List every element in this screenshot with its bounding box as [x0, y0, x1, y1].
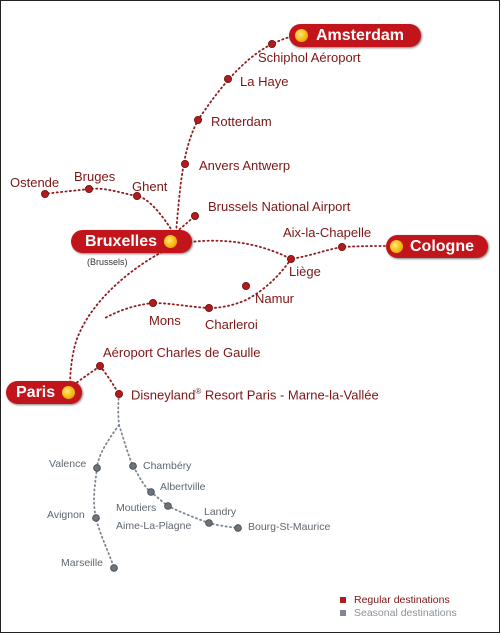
station-dot-aix[interactable] [337, 242, 346, 251]
station-dot-ghent[interactable] [132, 191, 141, 200]
hub-cologne[interactable]: Cologne [386, 235, 488, 258]
station-dot-cdg[interactable] [96, 361, 105, 370]
hub-paris-label: Paris [16, 383, 56, 401]
label-aime: Aime-La-Plagne [116, 520, 192, 532]
sun-icon [164, 235, 178, 248]
station-dot-chambery[interactable] [129, 462, 137, 470]
route-south-valence-marseille [93, 424, 120, 569]
legend-regular: Regular destinations [340, 594, 450, 606]
route-mons-branch [104, 302, 154, 319]
label-anvers: Anvers Antwerp [199, 158, 291, 173]
hub-paris[interactable]: Paris [6, 381, 82, 404]
station-dot-avignon[interactable] [92, 514, 100, 522]
legend-seasonal-label: Seasonal destinations [354, 607, 457, 619]
station-dot-valence[interactable] [93, 464, 101, 472]
square-icon [340, 610, 346, 616]
label-ghent: Ghent [132, 179, 168, 194]
label-aix: Aix-la-Chapelle [283, 225, 372, 240]
station-dot-ostende[interactable] [41, 189, 50, 198]
square-icon [340, 597, 346, 603]
label-disney-rest: Resort Paris - Marne-la-Vallée [201, 387, 379, 403]
legend-regular-label: Regular destinations [354, 594, 450, 606]
label-valence: Valence [49, 458, 87, 470]
station-dot-moutiers[interactable] [164, 502, 172, 510]
route-brussels-amsterdam [175, 34, 299, 233]
label-bruges: Bruges [74, 169, 116, 184]
route-brussels-ostende [44, 187, 174, 233]
station-dot-marseille[interactable] [110, 564, 118, 572]
station-dot-charleroi[interactable] [204, 303, 213, 312]
label-brussels-airport: Brussels National Airport [208, 199, 351, 214]
label-albertville: Albertville [160, 481, 206, 493]
label-landry: Landry [204, 506, 237, 518]
station-dot-brussels-airport[interactable] [190, 211, 199, 220]
station-dot-disney[interactable] [115, 389, 124, 398]
station-dot-namur[interactable] [241, 281, 250, 290]
station-dot-mons[interactable] [148, 298, 157, 307]
route-brussels-paris [69, 251, 163, 393]
station-dot-landry[interactable] [205, 519, 213, 527]
label-charleroi: Charleroi [205, 317, 258, 332]
station-dot-anvers[interactable] [180, 159, 189, 168]
label-lahaye: La Haye [240, 74, 289, 89]
hub-bruxelles-sublabel: (Brussels) [87, 257, 128, 267]
station-dot-liege[interactable] [286, 254, 295, 263]
station-dot-rotterdam[interactable] [193, 116, 202, 125]
route-cdg-disney [99, 365, 120, 395]
label-disney-name: Disneyland [131, 387, 196, 403]
hub-bruxelles[interactable]: Bruxelles [71, 230, 192, 253]
label-bourg: Bourg-St-Maurice [248, 521, 331, 533]
label-marseille: Marseille [61, 557, 104, 569]
route-brussels-cologne [189, 239, 387, 260]
station-dot-lahaye[interactable] [223, 75, 232, 84]
route-charleroi-mons [152, 302, 210, 309]
label-ostende: Ostende [10, 175, 60, 190]
station-dot-schiphol[interactable] [267, 40, 276, 49]
label-disney: Disneyland® Resort Paris - Marne-la-Vall… [131, 387, 379, 403]
hub-bruxelles-label: Bruxelles [85, 232, 158, 250]
sun-icon [390, 240, 403, 253]
route-disney-south [117, 393, 120, 426]
label-namur: Namur [255, 291, 295, 306]
legend-seasonal: Seasonal destinations [340, 607, 457, 619]
label-liege: Liège [289, 264, 321, 279]
hub-amsterdam-label: Amsterdam [316, 26, 405, 44]
station-dot-bruges[interactable] [85, 184, 94, 193]
sun-icon [62, 386, 76, 399]
hub-cologne-label: Cologne [410, 237, 474, 255]
station-dot-albertville[interactable] [147, 488, 155, 496]
label-chambery: Chambéry [143, 460, 192, 472]
label-avignon: Avignon [47, 509, 85, 521]
label-cdg: Aéroport Charles de Gaulle [103, 345, 261, 360]
hub-amsterdam[interactable]: Amsterdam [289, 24, 421, 47]
label-moutiers: Moutiers [116, 502, 157, 514]
sun-icon [295, 29, 308, 42]
station-dot-bourg[interactable] [234, 524, 242, 532]
label-schiphol: Schiphol Aéroport [258, 50, 361, 65]
label-disney-reg: ® [195, 387, 202, 396]
route-liege-namur [208, 258, 292, 309]
label-rotterdam: Rotterdam [211, 114, 272, 129]
label-mons: Mons [149, 313, 181, 328]
